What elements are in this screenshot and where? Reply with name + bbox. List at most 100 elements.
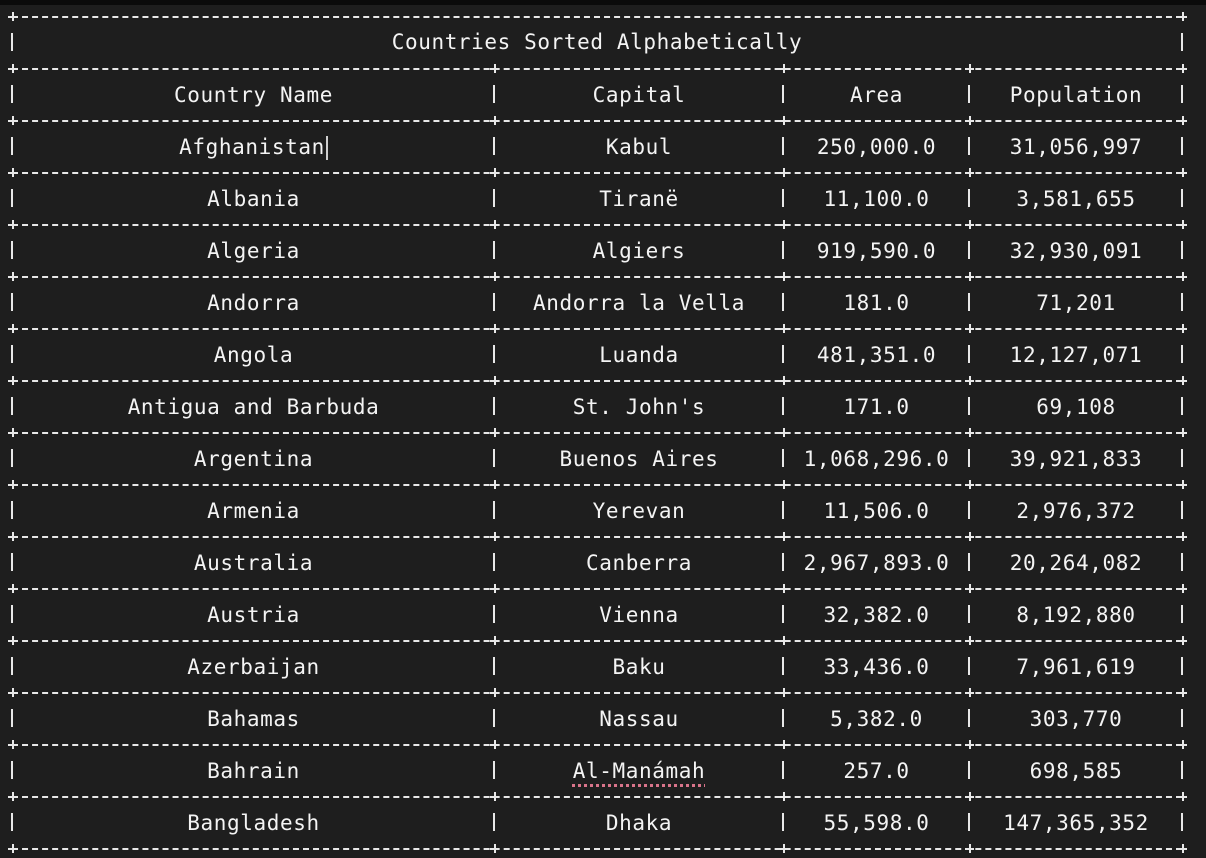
capital-cell: Canberra — [586, 551, 692, 575]
table-column-border — [11, 137, 13, 155]
area-cell: 181.0 — [843, 291, 910, 315]
country-name-cell: Bahrain — [207, 759, 300, 783]
table-corner — [490, 532, 499, 541]
population-cell: 39,921,833 — [1009, 447, 1143, 471]
table-corner — [779, 376, 788, 385]
table-column-border — [968, 241, 970, 259]
table-column-border — [782, 345, 784, 363]
area-cell: 11,506.0 — [823, 499, 930, 523]
table-column-border — [1181, 449, 1183, 467]
table-corner — [1178, 428, 1187, 437]
table-corner — [490, 64, 499, 73]
area-cell: 1,068,296.0 — [803, 447, 950, 471]
country-name-cell: Bangladesh — [187, 811, 320, 835]
capital-cell: St. John's — [572, 395, 706, 419]
table-corner — [8, 12, 17, 21]
table-corner — [490, 376, 499, 385]
capital-cell: Yerevan — [592, 499, 686, 523]
table-column-border — [1181, 657, 1183, 675]
table-column-border — [968, 293, 970, 311]
table-corner — [779, 480, 788, 489]
table-corner — [8, 688, 17, 697]
table-corner — [1178, 792, 1187, 801]
population-cell: 698,585 — [1029, 759, 1123, 783]
table-column-border — [782, 501, 784, 519]
table-corner — [1178, 324, 1187, 333]
table-corner — [1178, 116, 1187, 125]
table-corner — [965, 324, 974, 333]
table-column-border — [968, 501, 970, 519]
table-corner — [490, 792, 499, 801]
table-column-border — [493, 189, 495, 207]
population-cell: 2,976,372 — [1016, 499, 1136, 523]
area-cell: 2,967,893.0 — [803, 551, 950, 575]
table-corner — [490, 584, 499, 593]
capital-cell: Andorra la Vella — [533, 291, 745, 315]
table-corner — [779, 64, 788, 73]
window-top-edge — [0, 0, 1206, 5]
table-corner — [965, 116, 974, 125]
table-column-border — [493, 761, 495, 779]
table-separator — [12, 380, 1182, 382]
table-column-border — [11, 501, 13, 519]
table-separator — [12, 68, 1182, 70]
table-corner — [1178, 168, 1187, 177]
table-corner — [490, 844, 499, 853]
table-column-border — [11, 85, 13, 103]
table-column-border — [11, 813, 13, 831]
table-separator — [12, 796, 1182, 798]
population-cell: 147,365,352 — [1003, 811, 1149, 835]
table-corner — [490, 220, 499, 229]
table-corner — [8, 168, 17, 177]
table-corner — [965, 532, 974, 541]
table-separator — [12, 328, 1182, 330]
table-column-border — [11, 709, 13, 727]
table-column-border — [782, 397, 784, 415]
table-column-border — [493, 657, 495, 675]
table-separator — [12, 484, 1182, 486]
capital-cell: Tiranë — [599, 187, 679, 211]
table-corner — [965, 428, 974, 437]
population-cell: 31,056,997 — [1009, 135, 1143, 159]
table-corner — [779, 116, 788, 125]
table-column-border — [968, 605, 970, 623]
table-corner — [779, 844, 788, 853]
table-corner — [8, 220, 17, 229]
table-column-border — [11, 397, 13, 415]
table-separator — [12, 432, 1182, 434]
table-corner — [779, 688, 788, 697]
table-corner — [779, 428, 788, 437]
table-corner — [490, 688, 499, 697]
area-cell: 250,000.0 — [816, 135, 937, 159]
table-column-border — [11, 761, 13, 779]
table-corner — [965, 376, 974, 385]
table-corner — [490, 480, 499, 489]
table-corner — [1178, 688, 1187, 697]
area-cell: 32,382.0 — [823, 603, 930, 627]
table-title: Countries Sorted Alphabetically — [391, 30, 803, 54]
population-cell: 20,264,082 — [1009, 551, 1143, 575]
capital-cell: Al-Manámah — [496, 745, 782, 797]
table-corner — [8, 792, 17, 801]
table-column-border — [493, 241, 495, 259]
table-corner — [8, 428, 17, 437]
table-corner — [965, 740, 974, 749]
table-column-border — [493, 501, 495, 519]
table-corner — [8, 844, 17, 853]
country-name-cell: Albania — [207, 187, 300, 211]
table-column-border — [782, 293, 784, 311]
population-cell: 32,930,091 — [1009, 239, 1143, 263]
table-column-border — [968, 761, 970, 779]
table-corner — [1178, 740, 1187, 749]
table-corner — [490, 168, 499, 177]
table-column-border — [782, 241, 784, 259]
table-corner — [1178, 844, 1187, 853]
table-corner — [490, 636, 499, 645]
table-corner — [779, 532, 788, 541]
table-column-border — [493, 553, 495, 571]
table-separator — [12, 224, 1182, 226]
table-column-border — [1181, 501, 1183, 519]
area-cell: 257.0 — [843, 759, 910, 783]
table-corner — [779, 584, 788, 593]
